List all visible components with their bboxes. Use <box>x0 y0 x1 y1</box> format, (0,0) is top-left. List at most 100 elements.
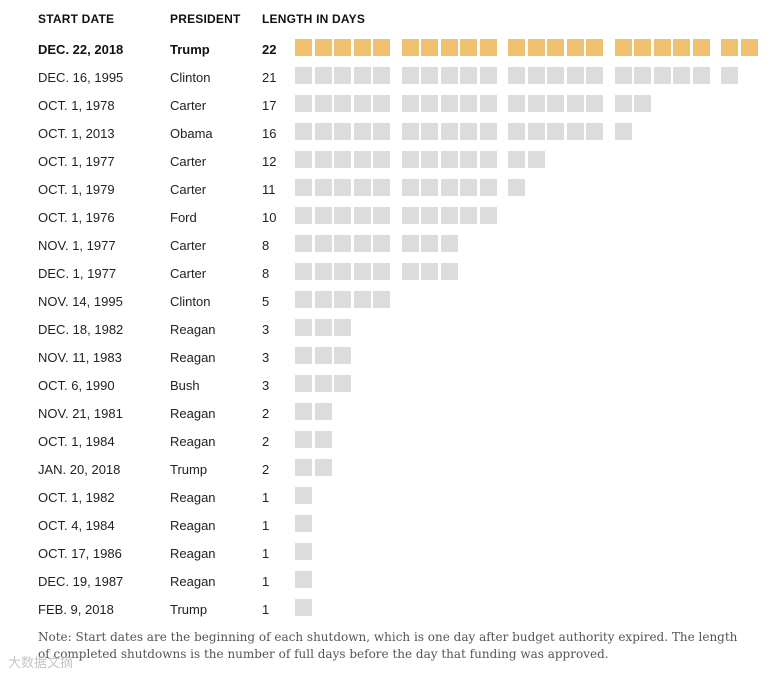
day-square <box>295 67 312 84</box>
day-square <box>373 235 391 252</box>
table-row: OCT. 1, 1977 Carter 12 <box>0 147 780 175</box>
table-row: DEC. 16, 1995 Clinton 21 <box>0 63 780 91</box>
day-square <box>314 123 332 140</box>
day-bar <box>0 63 780 91</box>
day-bar <box>0 567 780 595</box>
start-date-cell: DEC. 19, 1987 <box>38 574 124 589</box>
day-square <box>314 39 332 56</box>
day-square <box>314 291 332 308</box>
table-row: DEC. 18, 1982 Reagan 3 <box>0 315 780 343</box>
start-date-cell: DEC. 1, 1977 <box>38 266 117 281</box>
day-bar <box>0 35 780 63</box>
day-square <box>353 235 371 252</box>
day-square <box>721 67 738 84</box>
chart-note: Note: Start dates are the beginning of e… <box>38 630 738 661</box>
day-square <box>334 207 352 224</box>
day-square <box>295 599 312 616</box>
day-square <box>508 123 525 140</box>
day-square <box>527 95 545 112</box>
table-row: NOV. 1, 1977 Carter 8 <box>0 231 780 259</box>
days-value-label: 21 <box>262 70 277 85</box>
start-date-cell: JAN. 20, 2018 <box>38 462 121 477</box>
day-square <box>295 571 312 588</box>
day-square <box>460 39 478 56</box>
day-square <box>373 151 391 168</box>
day-square <box>401 207 419 224</box>
day-square <box>566 67 584 84</box>
day-square <box>421 207 439 224</box>
day-square <box>614 39 632 56</box>
day-square <box>295 179 312 196</box>
day-square <box>440 179 458 196</box>
day-bar <box>0 231 780 259</box>
day-square <box>527 123 545 140</box>
day-bar <box>0 511 780 539</box>
days-value-label: 22 <box>262 42 277 57</box>
day-square <box>353 291 371 308</box>
day-square <box>295 403 312 420</box>
start-date-cell: OCT. 1, 1977 <box>38 154 115 169</box>
day-square <box>479 179 497 196</box>
days-value-label: 3 <box>262 322 270 337</box>
day-square <box>440 123 458 140</box>
day-square <box>295 39 312 56</box>
president-cell: Bush <box>170 378 200 393</box>
day-square <box>295 375 312 392</box>
day-square <box>314 151 332 168</box>
days-value-label: 8 <box>262 266 270 281</box>
day-square <box>479 67 497 84</box>
day-bar <box>0 455 780 483</box>
president-cell: Reagan <box>170 434 216 449</box>
start-date-cell: FEB. 9, 2018 <box>38 602 114 617</box>
day-square <box>460 123 478 140</box>
day-square <box>334 375 352 392</box>
days-value-label: 1 <box>262 518 270 533</box>
day-square <box>673 67 691 84</box>
day-square <box>314 403 332 420</box>
day-square <box>373 67 391 84</box>
header-length-in-days: LENGTH IN DAYS <box>262 12 366 26</box>
day-square <box>508 67 525 84</box>
table-row: NOV. 14, 1995 Clinton 5 <box>0 287 780 315</box>
day-square <box>334 347 352 364</box>
day-square <box>401 235 419 252</box>
day-square <box>314 67 332 84</box>
start-date-cell: OCT. 4, 1984 <box>38 518 115 533</box>
president-cell: Trump <box>170 602 208 617</box>
day-square <box>401 179 419 196</box>
day-bar <box>0 91 780 119</box>
days-value-label: 17 <box>262 98 277 113</box>
start-date-cell: OCT. 1, 2013 <box>38 126 115 141</box>
start-date-cell: DEC. 18, 1982 <box>38 322 124 337</box>
day-square <box>614 67 632 84</box>
president-cell: Ford <box>170 210 197 225</box>
table-row: OCT. 1, 2013 Obama 16 <box>0 119 780 147</box>
day-square <box>440 263 458 280</box>
day-square <box>295 319 312 336</box>
day-square <box>440 151 458 168</box>
day-bar <box>0 287 780 315</box>
day-square <box>295 515 312 532</box>
day-square <box>508 39 525 56</box>
day-bar <box>0 315 780 343</box>
day-square <box>401 263 419 280</box>
day-square <box>673 39 691 56</box>
table-row: DEC. 22, 2018 Trump 22 <box>0 35 780 63</box>
day-square <box>373 291 391 308</box>
day-square <box>527 39 545 56</box>
president-cell: Trump <box>170 42 210 57</box>
day-square <box>547 123 565 140</box>
table-row: OCT. 1, 1976 Ford 10 <box>0 203 780 231</box>
day-square <box>295 151 312 168</box>
day-square <box>353 123 371 140</box>
president-cell: Carter <box>170 98 207 113</box>
president-cell: Reagan <box>170 574 216 589</box>
day-square <box>547 39 565 56</box>
day-bar <box>0 427 780 455</box>
day-square <box>314 347 332 364</box>
header-start-date: START DATE <box>38 12 115 26</box>
day-square <box>401 95 419 112</box>
president-cell: Obama <box>170 126 213 141</box>
day-square <box>566 39 584 56</box>
table-row: OCT. 4, 1984 Reagan 1 <box>0 511 780 539</box>
